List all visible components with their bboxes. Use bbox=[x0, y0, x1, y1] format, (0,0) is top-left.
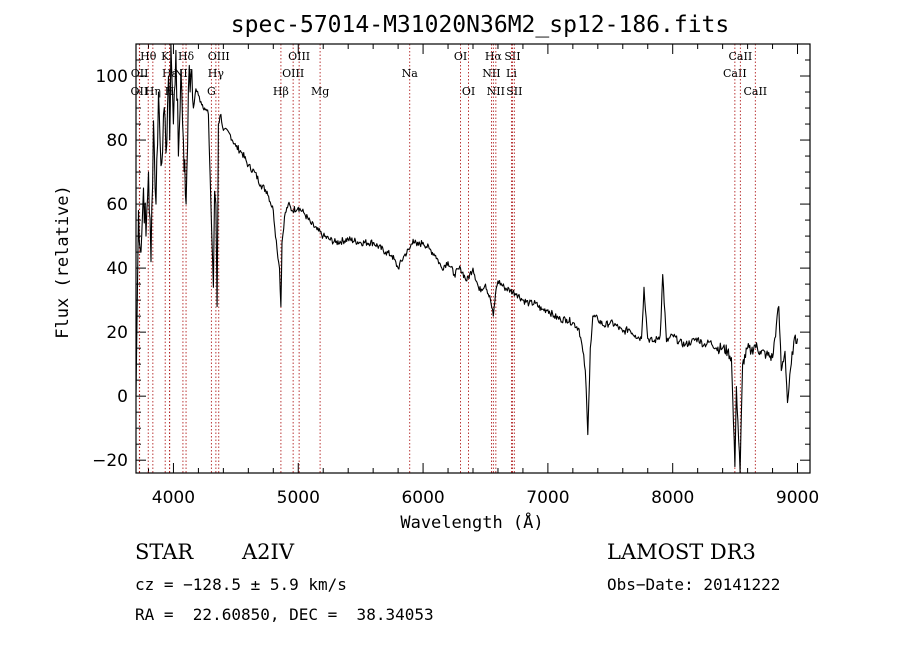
spectral-line-label: Mg bbox=[311, 85, 329, 98]
x-tick-label: 9000 bbox=[776, 488, 819, 508]
object-class: STAR bbox=[135, 540, 194, 564]
redshift-cz: cz = −128.5 ± 5.9 km/s bbox=[135, 575, 347, 594]
spectral-line-label: Hα bbox=[485, 50, 503, 63]
x-axis-label: Wavelength (Å) bbox=[400, 511, 543, 533]
spectral-line-label: Hθ bbox=[140, 50, 157, 63]
x-tick-label: 5000 bbox=[277, 488, 320, 508]
y-tick-label: 20 bbox=[106, 323, 128, 343]
y-tick-label: 80 bbox=[106, 131, 128, 151]
spectral-line-label: OI bbox=[454, 50, 467, 63]
spectral-line-label: CaII bbox=[729, 50, 753, 63]
spectrum-plot: spec-57014-M31020N36M2_sp12-186.fits 400… bbox=[53, 12, 819, 533]
observation-date: Obs−Date: 20141222 bbox=[607, 575, 781, 594]
spectral-line-label: CaII bbox=[723, 67, 747, 80]
spectral-line-label: OIII bbox=[282, 67, 304, 80]
spectral-line-label: SII bbox=[504, 50, 520, 63]
spectrum-series-line bbox=[135, 43, 799, 474]
spectral-line-label: OIII bbox=[288, 50, 310, 63]
spectral-line-label: OII bbox=[131, 85, 149, 98]
spectral-line-label: OII bbox=[131, 67, 149, 80]
spectral-line-label: Na bbox=[402, 67, 419, 80]
spectral-line-label: NII bbox=[482, 67, 500, 80]
spectral-line-label: SII bbox=[506, 85, 522, 98]
y-tick-label: −20 bbox=[92, 451, 128, 471]
coordinates: RA = 22.60850, DEC = 38.34053 bbox=[135, 605, 434, 624]
y-tick-label: 0 bbox=[117, 387, 128, 407]
spectral-line-label: Li bbox=[506, 67, 517, 80]
spectral-line-label: NII bbox=[487, 85, 505, 98]
spectral-line-label: Hδ bbox=[178, 50, 195, 63]
x-tick-label: 8000 bbox=[651, 488, 694, 508]
spectral-line-label: OIII bbox=[208, 50, 230, 63]
chart-title: spec-57014-M31020N36M2_sp12-186.fits bbox=[231, 12, 730, 38]
y-tick-label: 100 bbox=[96, 67, 128, 87]
y-tick-label: 60 bbox=[106, 195, 128, 215]
spectral-line-label: Hη bbox=[145, 85, 161, 98]
x-tick-label: 4000 bbox=[152, 488, 195, 508]
axes: 4000 5000 6000 7000 8000 9000 −20 0 20 40 60 80 100 bbox=[92, 43, 819, 508]
spectral-line-label: K bbox=[161, 50, 170, 63]
spectral-line-label: CaII bbox=[743, 85, 767, 98]
x-tick-label: 6000 bbox=[401, 488, 444, 508]
spectral-line-label: Hβ bbox=[273, 85, 289, 98]
object-subclass: A2IV bbox=[242, 540, 294, 564]
spectral-line-label: Hγ bbox=[208, 67, 225, 80]
y-tick-label: 40 bbox=[106, 259, 128, 279]
spectral-line-label: NII bbox=[174, 67, 192, 80]
y-axis-label: Flux (relative) bbox=[53, 185, 73, 339]
spectral-line-label: OI bbox=[462, 85, 475, 98]
survey-name: LAMOST DR3 bbox=[607, 540, 756, 564]
plot-frame bbox=[135, 43, 811, 474]
x-tick-label: 7000 bbox=[526, 488, 569, 508]
spectral-line-label: G bbox=[207, 85, 216, 98]
